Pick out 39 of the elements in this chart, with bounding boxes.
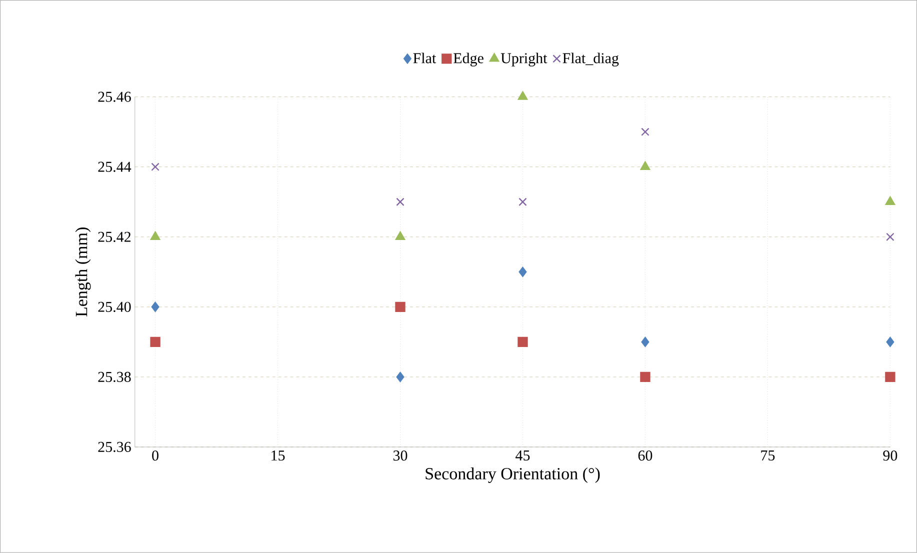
y-tick-label: 25.44 (98, 162, 132, 172)
point (395, 231, 406, 240)
point (641, 336, 650, 348)
x-tick-label: 45 (516, 450, 530, 461)
x-tick-label: 30 (393, 450, 408, 461)
point (886, 232, 894, 242)
point (885, 196, 896, 206)
y-axis-title: Length (mm) (75, 228, 91, 317)
legend-label: Edge (454, 52, 484, 66)
point (396, 198, 404, 206)
y-tick-label: 25.40 (98, 302, 131, 312)
y-tick-label: 25.36 (98, 442, 131, 452)
legend-label: Flat (413, 52, 436, 64)
point (885, 372, 896, 382)
point (518, 266, 527, 278)
x-tick-label: 15 (272, 450, 285, 461)
legend-label: Upright (500, 52, 548, 66)
point (151, 162, 160, 172)
point (641, 128, 650, 136)
legend-label: Flat_diag (562, 52, 619, 66)
x-tick-label: 75 (761, 450, 775, 461)
x-axis-title: Secondary Orientation (°) (426, 468, 600, 484)
point (151, 302, 160, 312)
point (518, 198, 527, 206)
point (395, 302, 406, 312)
point (396, 372, 404, 382)
x-tick-label: 60 (638, 450, 652, 461)
point (518, 91, 528, 100)
y-tick-label: 25.42 (98, 232, 131, 242)
x-tick-label: 90 (883, 450, 898, 461)
x-tick-label: 0 (152, 450, 158, 461)
point (640, 372, 650, 382)
point (640, 161, 650, 170)
point (518, 336, 528, 348)
point (150, 231, 160, 240)
point (886, 336, 894, 348)
y-tick-label: 25.38 (98, 372, 131, 382)
y-tick-label: 25.46 (98, 92, 131, 102)
point (150, 336, 160, 348)
